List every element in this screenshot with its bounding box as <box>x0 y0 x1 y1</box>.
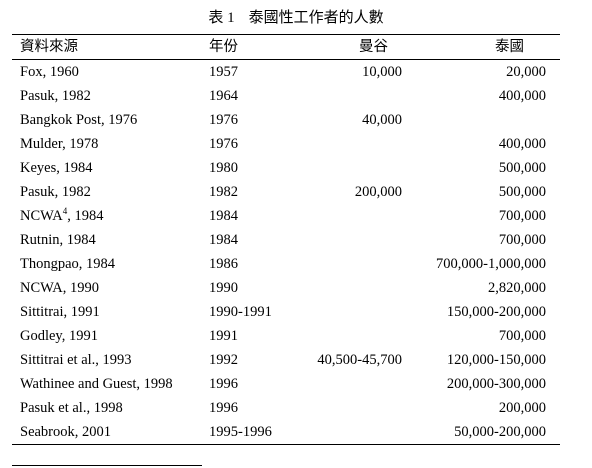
footnote-separator <box>12 465 202 466</box>
cell-year: 1991 <box>209 328 238 344</box>
cell-source: Fox, 1960 <box>20 64 79 80</box>
table-row: NCWA4, 1984 1984 700,000 <box>12 204 560 228</box>
cell-year: 1996 <box>209 376 238 392</box>
cell-year: 1964 <box>209 88 238 104</box>
cell-thailand: 700,000 <box>498 232 546 248</box>
cell-thailand: 120,000-150,000 <box>446 352 546 368</box>
table-row: Seabrook, 2001 1995-1996 50,000-200,000 <box>12 420 560 444</box>
cell-bangkok: 40,000 <box>362 112 402 128</box>
data-table: 資料來源 年份 曼谷 泰國 Fox, 1960 1957 10,000 20,000 P… <box>12 34 560 445</box>
cell-source: Pasuk et al., 1998 <box>20 400 123 416</box>
cell-thailand: 2,820,000 <box>488 280 546 296</box>
cell-source: Rutnin, 1984 <box>20 232 96 248</box>
table-title: 泰國性工作者的人數 <box>248 10 384 26</box>
cell-year: 1986 <box>209 256 238 272</box>
table-row: Pasuk, 1982 1982 200,000 500,000 <box>12 180 560 204</box>
table-row: Sittitrai, 1991 1990-1991 150,000-200,000 <box>12 300 560 324</box>
header-year: 年份 <box>209 39 238 55</box>
cell-year: 1976 <box>209 136 238 152</box>
cell-thailand: 700,000 <box>498 328 546 344</box>
cell-thailand: 500,000 <box>498 184 546 200</box>
table-row: Pasuk et al., 1998 1996 200,000 <box>12 396 560 420</box>
cell-year: 1995-1996 <box>209 424 272 440</box>
table-row: Keyes, 1984 1980 500,000 <box>12 156 560 180</box>
table-row: Pasuk, 1982 1964 400,000 <box>12 84 560 108</box>
cell-source: Wathinee and Guest, 1998 <box>20 376 173 392</box>
cell-year: 1982 <box>209 184 238 200</box>
cell-year: 1992 <box>209 352 238 368</box>
cell-year: 1980 <box>209 160 238 176</box>
cell-source: Keyes, 1984 <box>20 160 93 176</box>
cell-thailand: 500,000 <box>498 160 546 176</box>
cell-source: Bangkok Post, 1976 <box>20 112 138 128</box>
table-caption: 表 1 泰國性工作者的人數 <box>0 9 592 27</box>
footnote-marker: 4 <box>62 206 68 216</box>
cell-year: 1996 <box>209 400 238 416</box>
table-row: Bangkok Post, 1976 1976 40,000 <box>12 108 560 132</box>
table-row: Fox, 1960 1957 10,000 20,000 <box>12 60 560 84</box>
cell-source: Sittitrai, 1991 <box>20 304 100 320</box>
cell-source: NCWA, 1990 <box>20 280 99 296</box>
table-row: Thongpao, 1984 1986 700,000-1,000,000 <box>12 252 560 276</box>
cell-source: Seabrook, 2001 <box>20 424 112 440</box>
cell-source: Pasuk, 1982 <box>20 184 91 200</box>
cell-source: Mulder, 1978 <box>20 136 99 152</box>
table-header-rule <box>12 59 560 60</box>
cell-thailand: 400,000 <box>498 88 546 104</box>
cell-thailand: 150,000-200,000 <box>446 304 546 320</box>
table-row: Mulder, 1978 1976 400,000 <box>12 132 560 156</box>
cell-year: 1984 <box>209 208 238 224</box>
cell-bangkok: 200,000 <box>354 184 402 200</box>
cell-thailand: 700,000 <box>498 208 546 224</box>
header-thailand: 泰國 <box>495 39 524 55</box>
table-row: Rutnin, 1984 1984 700,000 <box>12 228 560 252</box>
cell-bangkok: 40,500-45,700 <box>317 352 402 368</box>
cell-thailand: 50,000-200,000 <box>454 424 546 440</box>
table-header-row: 資料來源 年份 曼谷 泰國 <box>12 35 560 59</box>
cell-source: Godley, 1991 <box>20 328 98 344</box>
header-source: 資料來源 <box>20 39 78 55</box>
cell-thailand: 400,000 <box>498 136 546 152</box>
table-number: 表 1 <box>208 10 235 26</box>
cell-year: 1990 <box>209 280 238 296</box>
cell-source: Sittitrai et al., 1993 <box>20 352 132 368</box>
cell-bangkok: 10,000 <box>362 64 402 80</box>
table-top-rule <box>12 34 560 35</box>
cell-thailand: 200,000-300,000 <box>446 376 546 392</box>
cell-year: 1976 <box>209 112 238 128</box>
table-row: NCWA, 1990 1990 2,820,000 <box>12 276 560 300</box>
cell-thailand: 700,000-1,000,000 <box>436 256 546 272</box>
header-bangkok: 曼谷 <box>359 39 388 55</box>
cell-year: 1957 <box>209 64 238 80</box>
table-body: Fox, 1960 1957 10,000 20,000 Pasuk, 1982 1964… <box>12 60 560 444</box>
table-row: Sittitrai et al., 1993 1992 40,500-45,700 1… <box>12 348 560 372</box>
cell-source: Pasuk, 1982 <box>20 88 91 104</box>
cell-source: NCWA4, 1984 <box>20 206 104 225</box>
table-row: Godley, 1991 1991 700,000 <box>12 324 560 348</box>
cell-thailand: 20,000 <box>506 64 546 80</box>
cell-source: Thongpao, 1984 <box>20 256 116 272</box>
cell-year: 1990-1991 <box>209 304 272 320</box>
table-bottom-rule <box>12 444 560 445</box>
cell-thailand: 200,000 <box>498 400 546 416</box>
cell-year: 1984 <box>209 232 238 248</box>
table-row: Wathinee and Guest, 1998 1996 200,000-300,… <box>12 372 560 396</box>
